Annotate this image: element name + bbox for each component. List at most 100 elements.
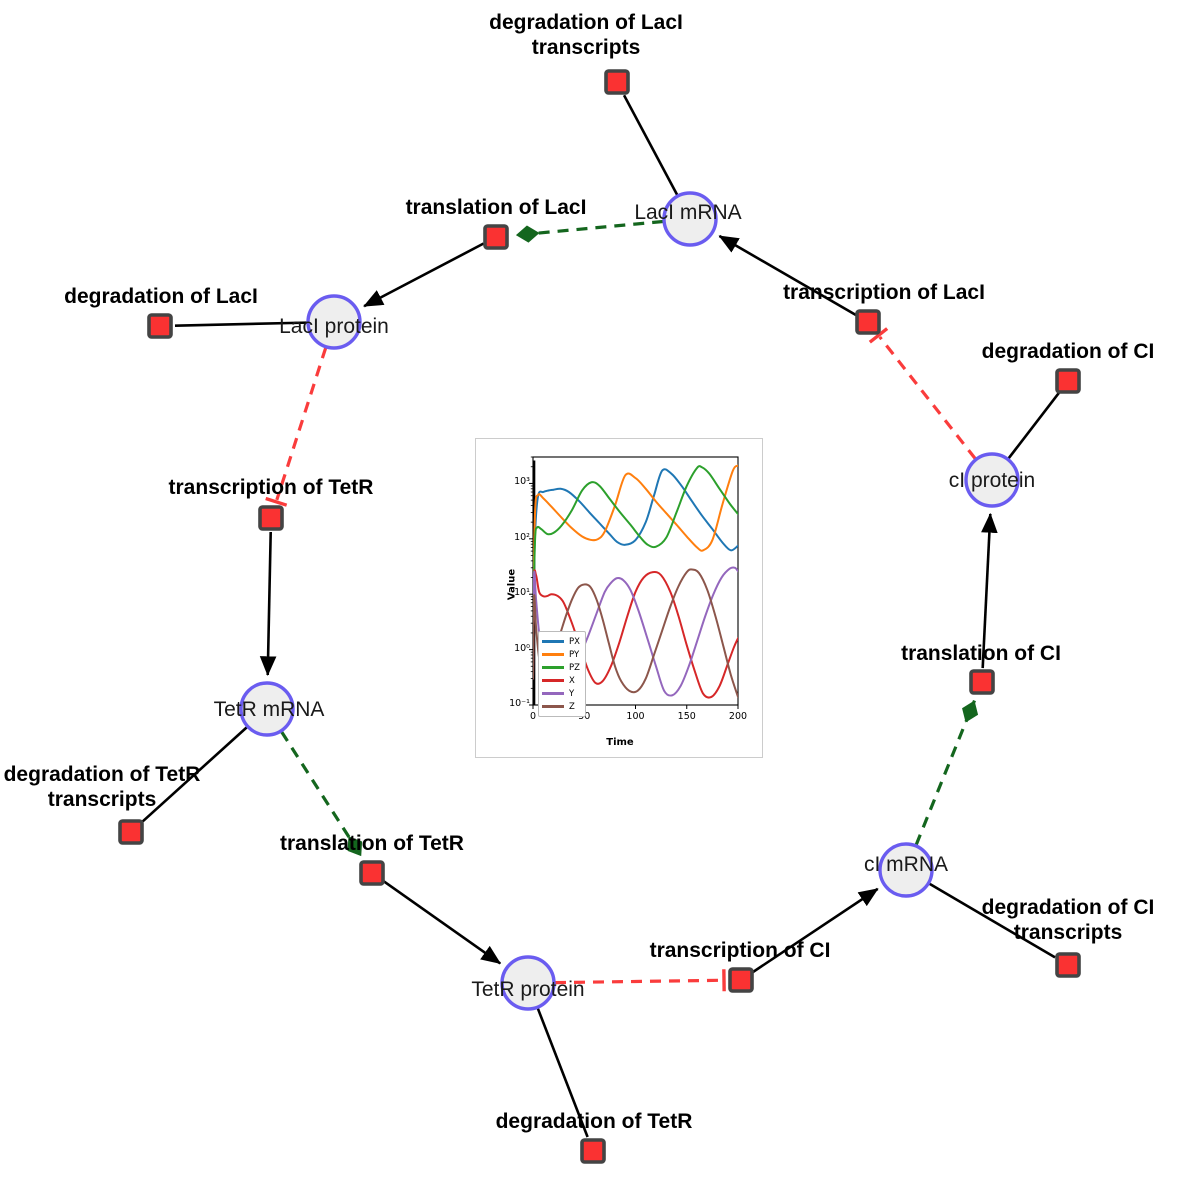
chart-xtick-label: 0 <box>529 711 537 722</box>
legend-swatch-PY <box>542 653 564 656</box>
legend-label-PY: PY <box>569 649 580 660</box>
legend-item-Z: Z <box>542 700 580 713</box>
reaction-node-deg_laci[interactable] <box>147 313 173 339</box>
reaction-label-deg_laci_transcripts: degradation of LacI <box>489 11 683 34</box>
reaction-node-deg_tetr_transcripts[interactable] <box>118 819 144 845</box>
reaction-label-deg_laci_transcripts: transcripts <box>532 36 641 59</box>
edge-e16 <box>1007 392 1060 460</box>
legend-item-PY: PY <box>542 648 580 661</box>
reaction-label-deg_tetr_transcripts: degradation of TetR <box>4 763 201 786</box>
edge-e13 <box>928 882 1056 959</box>
chart-ytick-label: 10² <box>514 531 530 543</box>
inhibition-tbar-e17 <box>868 327 889 344</box>
chart-ytick-label: 10⁻¹ <box>509 698 530 709</box>
legend-item-PZ: PZ <box>542 661 580 674</box>
species-node-ci_mrna[interactable] <box>878 842 934 898</box>
species-label-ci_protein: cI protein <box>949 469 1035 492</box>
edge-e15 <box>981 512 998 669</box>
species-label-ci_mrna: cI mRNA <box>864 853 948 876</box>
chart-line-PY <box>533 464 738 625</box>
edge-layer <box>141 94 1060 1138</box>
chart-line-PX <box>533 468 738 625</box>
reaction-label-translation_laci: translation of LacI <box>406 196 587 219</box>
reaction-node-translation_tetr[interactable] <box>359 860 385 886</box>
chart-tick-marks <box>529 456 739 709</box>
reaction-label-deg_laci: degradation of LacI <box>64 285 258 308</box>
edge-e9 <box>382 880 502 965</box>
legend-swatch-Y <box>542 692 564 695</box>
chart-x-axis-title: Time <box>606 737 634 748</box>
edge-e10 <box>536 1007 589 1138</box>
edge-e7 <box>141 726 248 823</box>
reaction-label-deg_ci_transcripts: degradation of CI <box>982 896 1155 919</box>
reaction-label-transcription_laci: transcription of LacI <box>783 281 985 304</box>
species-node-ci_protein[interactable] <box>964 452 1020 508</box>
species-node-tetr_protein[interactable] <box>500 955 556 1011</box>
reaction-label-deg_ci_transcripts: transcripts <box>1014 921 1123 944</box>
reaction-node-translation_laci[interactable] <box>483 224 509 250</box>
legend-label-Y: Y <box>569 688 575 699</box>
reaction-label-deg_tetr_transcripts: transcripts <box>48 788 157 811</box>
edge-e14 <box>914 699 979 846</box>
reaction-label-transcription_ci: transcription of CI <box>650 939 831 962</box>
legend-swatch-Z <box>542 705 564 708</box>
reaction-node-translation_ci[interactable] <box>969 669 995 695</box>
reaction-node-transcription_ci[interactable] <box>728 967 754 993</box>
edge-e5 <box>275 347 328 501</box>
chart-legend: PX PY PZ X Y Z <box>538 631 586 717</box>
edge-e4 <box>174 321 308 327</box>
label-layer: LacI mRNA LacI protein TetR mRNA TetR prote… <box>4 11 1155 1133</box>
chart-ytick-label: 10³ <box>514 476 530 488</box>
species-label-laci_mrna: LacI mRNA <box>634 201 741 224</box>
reaction-node-deg_ci_transcripts[interactable] <box>1055 952 1081 978</box>
reaction-label-deg_ci: degradation of CI <box>982 340 1155 363</box>
edge-e12 <box>751 887 879 974</box>
node-layer <box>118 69 1081 1164</box>
legend-item-Y: Y <box>542 687 580 700</box>
legend-item-PX: PX <box>542 635 580 648</box>
legend-label-PZ: PZ <box>569 662 580 673</box>
reaction-node-deg_laci_transcripts[interactable] <box>604 69 630 95</box>
chart-ytick-label: 10¹ <box>514 587 530 599</box>
chart-line-PZ <box>533 465 738 625</box>
inhibition-tbar-e5 <box>265 496 288 507</box>
chart-xtick-label: 150 <box>677 711 696 722</box>
reaction-node-deg_tetr[interactable] <box>580 1138 606 1164</box>
reaction-node-transcription_laci[interactable] <box>855 309 881 335</box>
legend-item-X: X <box>542 674 580 687</box>
reaction-node-transcription_tetr[interactable] <box>258 505 284 531</box>
reaction-label-translation_tetr: translation of TetR <box>280 832 464 855</box>
species-node-laci_protein[interactable] <box>306 294 362 350</box>
edge-e2 <box>515 219 664 243</box>
reaction-label-transcription_tetr: transcription of TetR <box>169 476 374 499</box>
chart-line-X <box>533 569 738 699</box>
edge-e17 <box>878 335 977 460</box>
species-label-tetr_protein: TetR protein <box>471 978 584 1001</box>
legend-label-Z: Z <box>569 701 575 712</box>
edge-e3 <box>363 242 485 308</box>
edge-e8 <box>280 730 363 858</box>
chart-xtick-label: 200 <box>728 711 748 722</box>
legend-label-X: X <box>569 675 575 686</box>
reaction-label-translation_ci: translation of CI <box>901 642 1061 665</box>
species-node-tetr_mrna[interactable] <box>239 681 295 737</box>
legend-swatch-PX <box>542 640 564 643</box>
chart-ytick-label: 10⁰ <box>514 642 530 654</box>
species-node-laci_mrna[interactable] <box>662 191 718 247</box>
species-label-laci_protein: LacI protein <box>279 315 389 338</box>
reaction-label-deg_tetr: degradation of TetR <box>496 1110 693 1133</box>
edge-e18 <box>718 234 857 317</box>
legend-label-PX: PX <box>569 636 580 647</box>
legend-swatch-PZ <box>542 666 564 669</box>
reaction-node-deg_ci[interactable] <box>1055 368 1081 394</box>
edge-e6 <box>259 531 277 677</box>
chart-y-axis-title: Value <box>506 568 518 601</box>
species-label-tetr_mrna: TetR mRNA <box>214 698 325 721</box>
edge-e11 <box>554 978 723 985</box>
edge-e1 <box>622 94 679 196</box>
chart-xtick-label: 100 <box>626 711 645 722</box>
